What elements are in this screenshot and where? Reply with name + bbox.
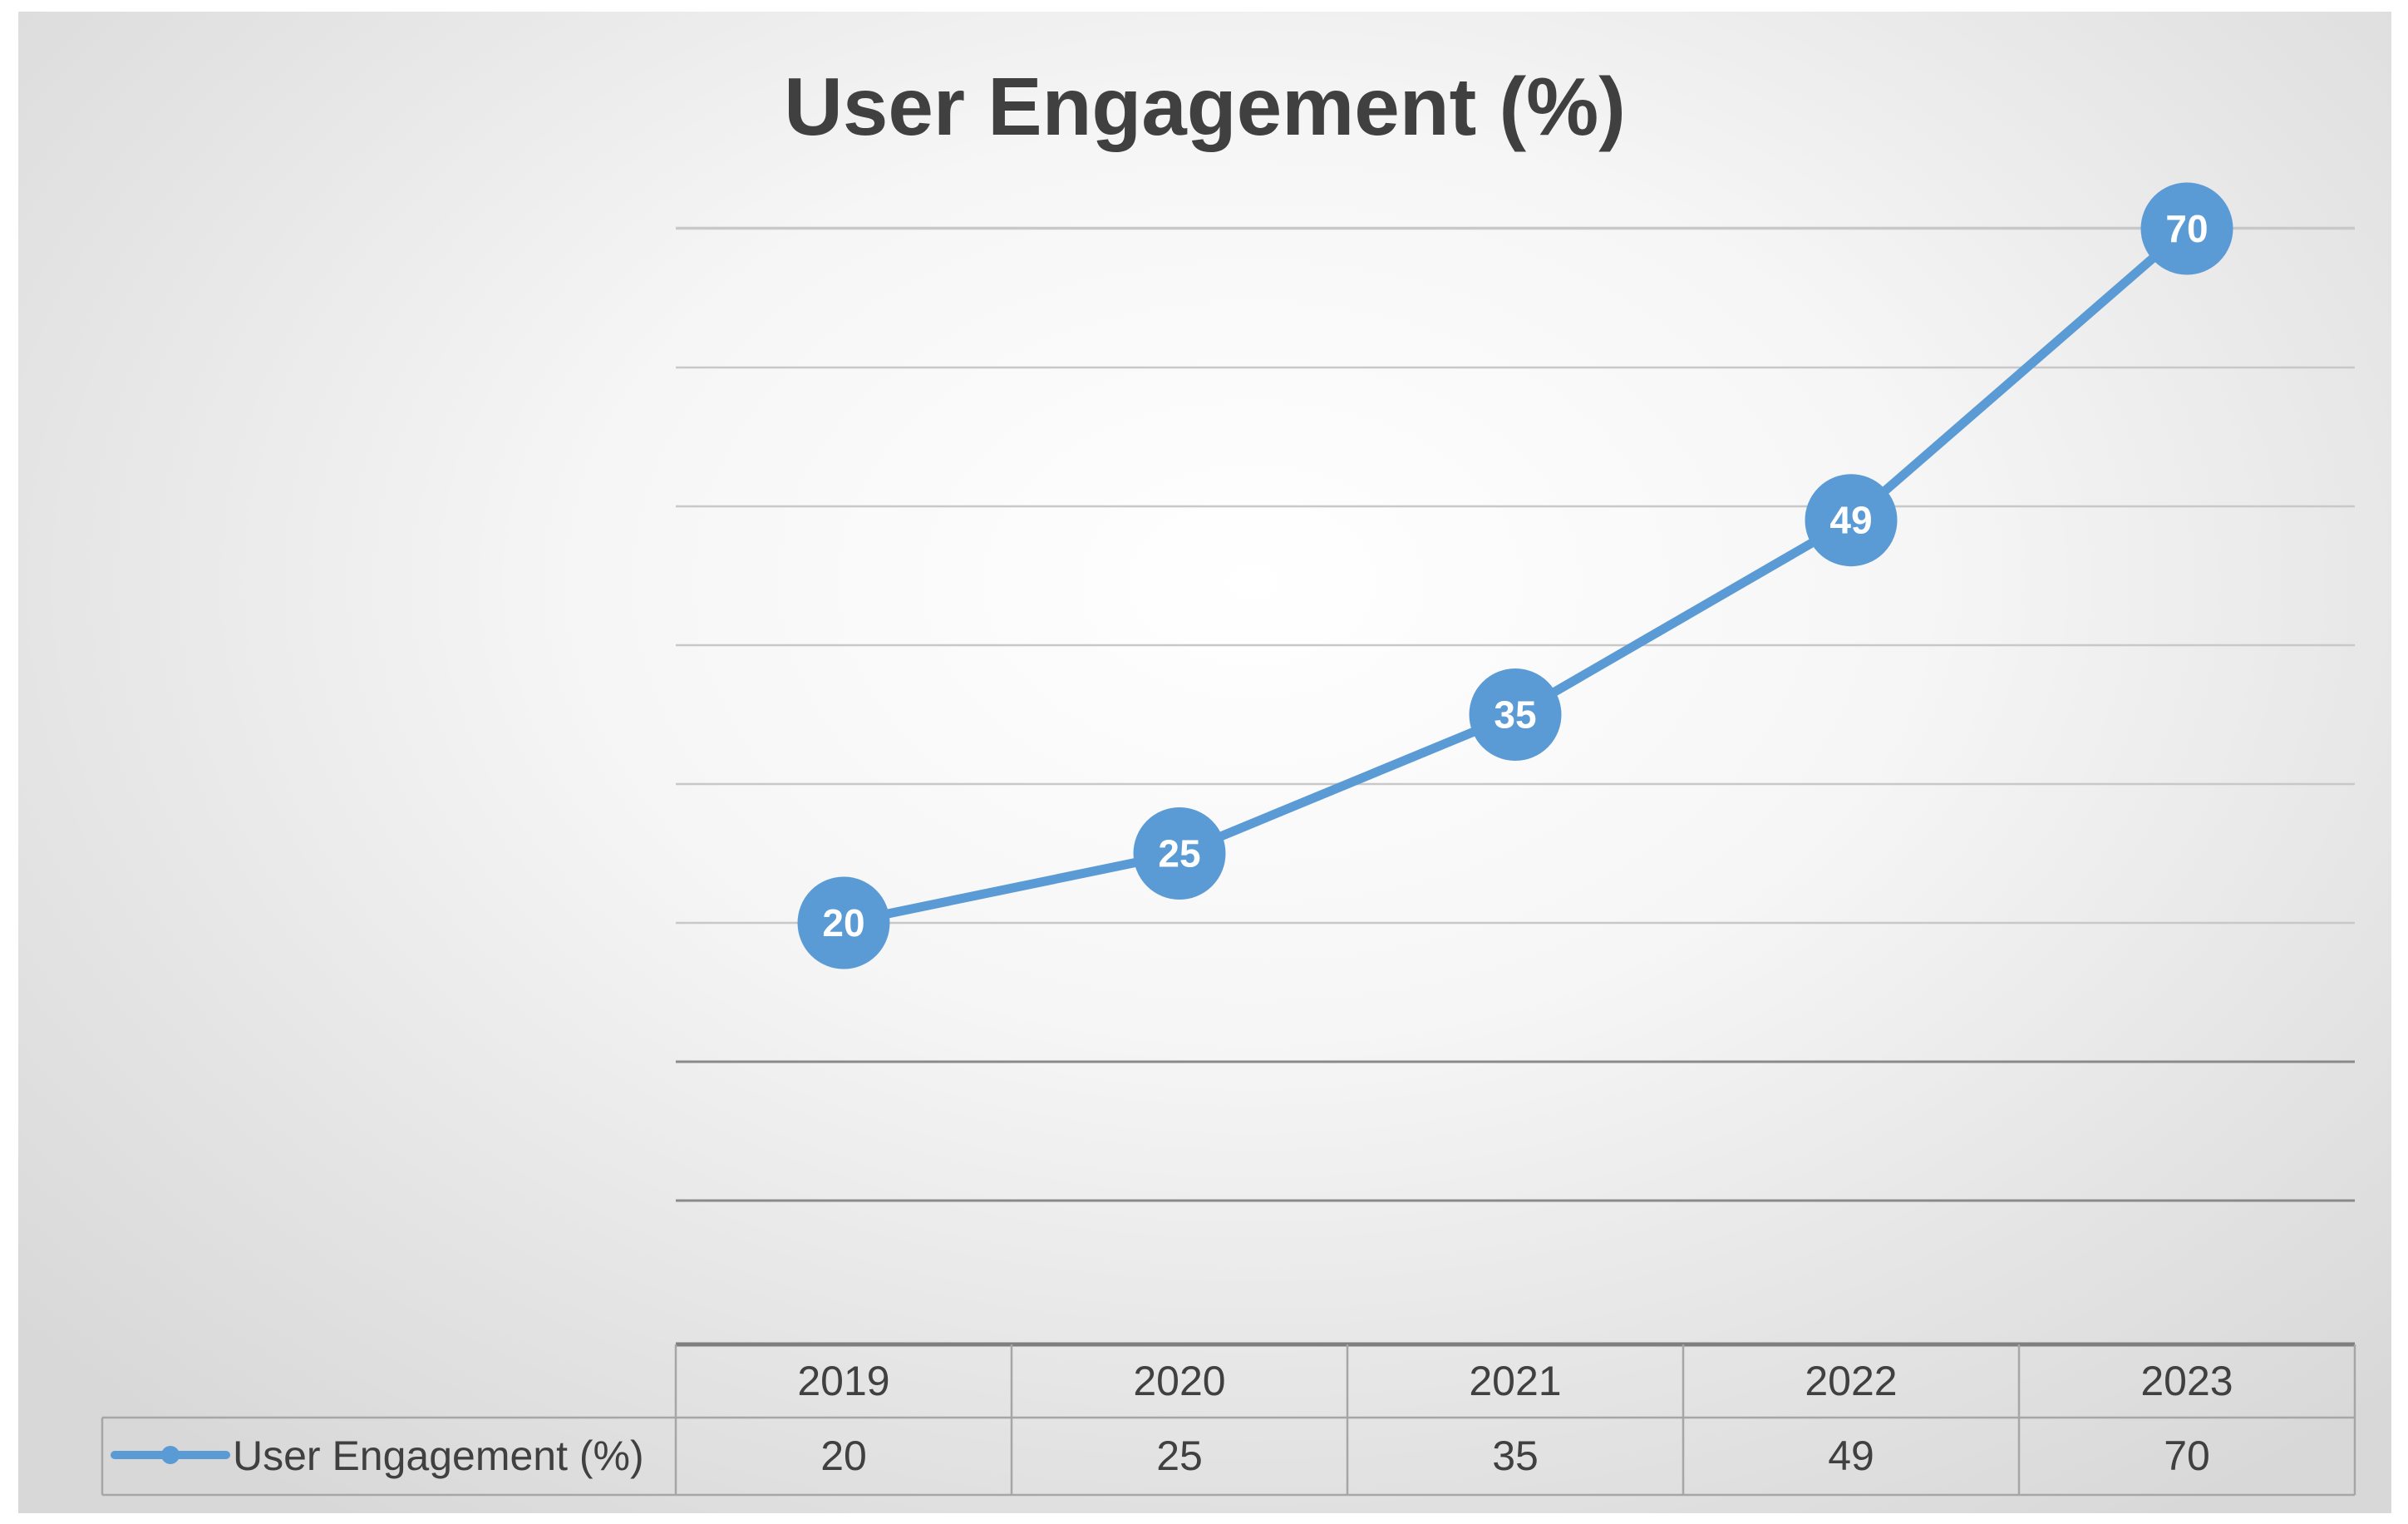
table-value-cell: 49 bbox=[1828, 1433, 1874, 1479]
table-header-cell: 2019 bbox=[797, 1358, 889, 1404]
legend-label: User Engagement (%) bbox=[233, 1433, 644, 1479]
data-label: 35 bbox=[1494, 693, 1536, 737]
data-label: 25 bbox=[1158, 832, 1200, 875]
table-value-cell: 20 bbox=[820, 1433, 867, 1479]
data-point-marker bbox=[2140, 182, 2233, 275]
table-header-cell: 2023 bbox=[2140, 1358, 2233, 1404]
data-label: 49 bbox=[1829, 499, 1872, 542]
data-table: 2019 2020 2021 2022 2023 20 25 35 49 70 User Engag… bbox=[101, 1342, 2356, 1497]
chart-title: User Engagement (%) bbox=[784, 61, 1626, 152]
chart-area: User Engagement (%) bbox=[18, 12, 2391, 1513]
data-label: 20 bbox=[822, 901, 864, 944]
table-value-cell: 70 bbox=[2164, 1433, 2210, 1479]
table-value-cell: 35 bbox=[1492, 1433, 1539, 1479]
data-point-marker bbox=[1805, 474, 1898, 567]
data-point-marker bbox=[1133, 807, 1226, 900]
data-label: 70 bbox=[2165, 207, 2208, 250]
table-header-cell: 2022 bbox=[1805, 1358, 1897, 1404]
table-header-cell: 2020 bbox=[1133, 1358, 1225, 1404]
table-value-cell: 25 bbox=[1156, 1433, 1203, 1479]
data-point-marker bbox=[797, 876, 890, 969]
series-line-user-engagement bbox=[839, 224, 2192, 928]
series-layer: 20 25 35 49 70 bbox=[797, 182, 2233, 969]
table-header-cell: 2021 bbox=[1469, 1358, 1561, 1404]
legend-marker-icon bbox=[161, 1446, 180, 1464]
gridlines bbox=[676, 226, 2355, 1202]
data-point-marker bbox=[1469, 668, 1562, 761]
